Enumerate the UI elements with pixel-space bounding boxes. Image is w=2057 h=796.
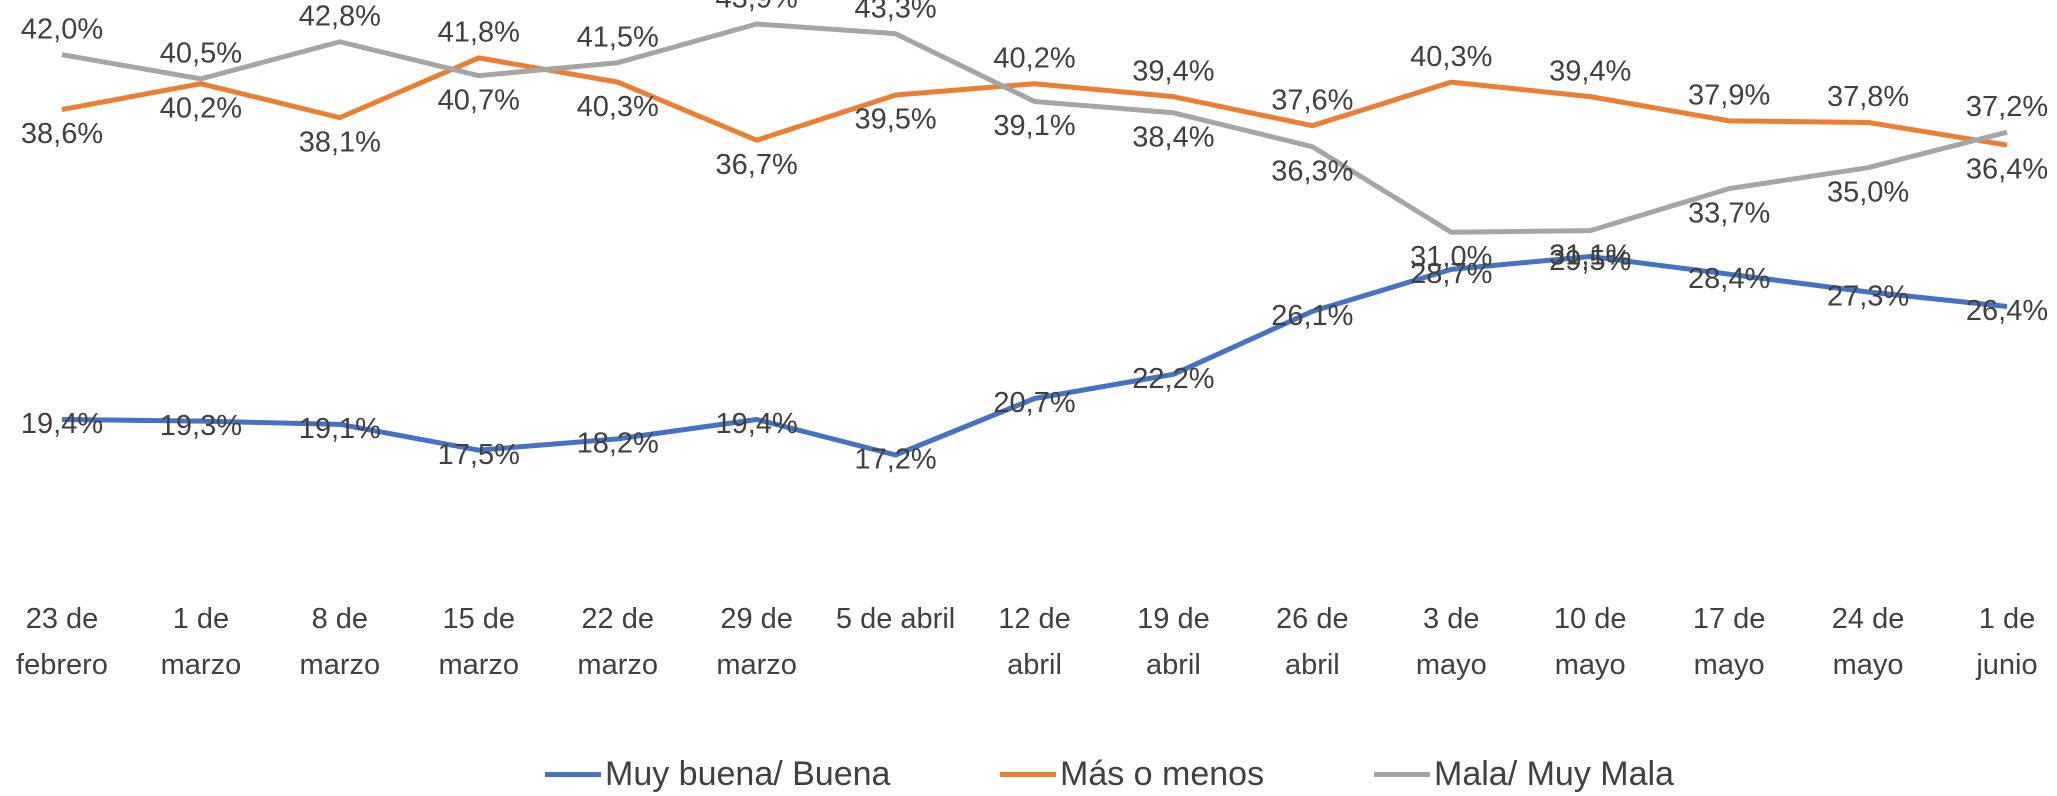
- x-tick-label: 1 de junio: [1976, 603, 2038, 681]
- legend-item: Muy buena/ Buena: [545, 752, 890, 796]
- data-label: 26,4%: [1966, 295, 2048, 327]
- data-label: 36,7%: [716, 149, 798, 181]
- data-label: 37,9%: [1688, 80, 1770, 112]
- data-label: 22,2%: [1132, 363, 1214, 395]
- legend-item: Mala/ Muy Mala: [1374, 752, 1674, 796]
- data-label: 35,0%: [1827, 176, 1909, 208]
- x-tick-label: 5 de abril: [835, 603, 956, 635]
- x-tick-label: 24 de mayo: [1831, 603, 1905, 681]
- data-label: 17,5%: [438, 439, 520, 471]
- data-label: 37,2%: [1966, 91, 2048, 123]
- legend-label: Muy buena/ Buena: [605, 754, 891, 793]
- legend-item: Más o menos: [1000, 752, 1264, 796]
- data-label: 40,7%: [438, 84, 520, 116]
- data-label: 39,5%: [854, 104, 936, 136]
- data-label: 28,4%: [1688, 263, 1770, 295]
- data-label: 40,3%: [1410, 41, 1492, 73]
- data-label: 36,3%: [1271, 155, 1353, 187]
- legend-label: Mala/ Muy Mala: [1434, 754, 1674, 793]
- data-label: 19,4%: [21, 408, 103, 440]
- data-label: 31,0%: [1410, 241, 1492, 273]
- x-tick-label: 8 de marzo: [299, 603, 381, 681]
- x-tick-label: 23 de febrero: [16, 603, 108, 681]
- x-tick-label: 1 de marzo: [160, 603, 242, 681]
- data-label: 28,7%: [1410, 258, 1492, 290]
- data-label: 19,4%: [716, 408, 798, 440]
- data-label: 42,8%: [299, 0, 381, 32]
- data-label: 27,3%: [1827, 281, 1909, 313]
- data-label: 39,4%: [1549, 55, 1631, 87]
- legend-swatch: [545, 771, 601, 777]
- data-label: 37,8%: [1827, 81, 1909, 113]
- x-tick-label: 17 de mayo: [1692, 603, 1766, 681]
- data-label: 29,5%: [1549, 245, 1631, 277]
- data-label: 39,4%: [1132, 55, 1214, 87]
- data-label: 38,6%: [21, 118, 103, 150]
- data-label: 39,1%: [993, 110, 1075, 142]
- legend-label: Más o menos: [1060, 754, 1265, 793]
- x-tick-label: 12 de abril: [998, 603, 1071, 681]
- x-tick-label: 29 de marzo: [716, 603, 797, 681]
- line: [61, 21, 2008, 235]
- data-label: 42,0%: [21, 13, 103, 45]
- x-tick-label: 22 de marzo: [577, 603, 658, 681]
- data-label: 40,2%: [993, 42, 1075, 74]
- x-tick-label: 26 de abril: [1276, 603, 1349, 681]
- data-label: 38,4%: [1132, 121, 1214, 153]
- data-label: 17,2%: [854, 444, 936, 476]
- x-tick-label: 15 de marzo: [438, 603, 520, 681]
- line: [61, 253, 2008, 458]
- data-label: 43,9%: [716, 0, 798, 15]
- data-label: 36,4%: [1966, 154, 2048, 186]
- x-tick-label: 3 de mayo: [1415, 603, 1487, 681]
- legend-swatch: [1374, 771, 1430, 777]
- data-label: 41,8%: [438, 17, 520, 49]
- data-label: 40,3%: [577, 91, 659, 123]
- data-label: 43,3%: [854, 0, 936, 24]
- data-label: 33,7%: [1688, 197, 1770, 229]
- data-label: 40,2%: [160, 92, 242, 124]
- x-tick-label: 19 de abril: [1137, 603, 1210, 681]
- data-label: 40,5%: [160, 38, 242, 70]
- data-label: 19,3%: [160, 410, 242, 442]
- data-label: 18,2%: [577, 428, 659, 460]
- data-label: 20,7%: [993, 387, 1075, 419]
- x-tick-label: 10 de mayo: [1553, 603, 1627, 681]
- data-label: 26,1%: [1271, 300, 1353, 332]
- line: [61, 55, 2008, 148]
- data-label: 19,1%: [299, 413, 381, 445]
- data-label: 41,5%: [577, 21, 659, 53]
- data-label: 37,6%: [1271, 84, 1353, 116]
- legend-swatch: [1000, 771, 1056, 777]
- data-label: 31,1%: [1549, 239, 1631, 271]
- data-label: 38,1%: [299, 126, 381, 158]
